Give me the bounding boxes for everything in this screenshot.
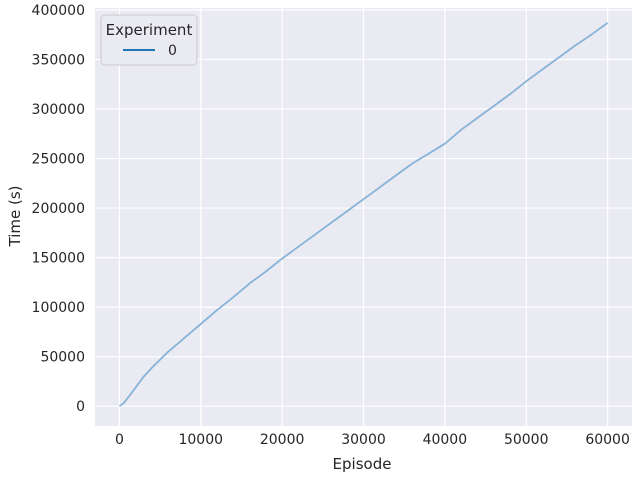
x-tick-label: 10000 xyxy=(178,432,223,448)
x-tick-label: 30000 xyxy=(341,432,386,448)
grid xyxy=(95,8,632,426)
y-tick-label: 100000 xyxy=(32,300,85,316)
legend-title: Experiment xyxy=(106,21,193,39)
legend-entry-0: 0 xyxy=(168,43,177,59)
x-tick-labels: 0 10000 20000 30000 40000 50000 60000 xyxy=(115,432,630,448)
y-tick-label: 150000 xyxy=(32,251,85,267)
x-tick-label: 0 xyxy=(115,432,124,448)
y-tick-label: 0 xyxy=(76,399,85,415)
x-tick-label: 20000 xyxy=(260,432,305,448)
y-tick-label: 400000 xyxy=(32,3,85,19)
y-axis-label: Time (s) xyxy=(6,186,24,248)
x-tick-label: 60000 xyxy=(585,432,630,448)
x-tick-label: 50000 xyxy=(504,432,549,448)
y-tick-label: 250000 xyxy=(32,152,85,168)
series-lines xyxy=(118,22,609,407)
y-tick-label: 50000 xyxy=(40,350,85,366)
x-tick-label: 40000 xyxy=(423,432,468,448)
series-line-0 xyxy=(118,22,609,407)
y-tick-labels: 0 50000 100000 150000 200000 250000 300000 3500… xyxy=(32,3,85,415)
legend: Experiment 0 xyxy=(100,14,198,66)
x-axis-label: Episode xyxy=(333,455,392,473)
y-tick-label: 300000 xyxy=(32,102,85,118)
y-tick-label: 200000 xyxy=(32,201,85,217)
y-tick-label: 350000 xyxy=(32,53,85,69)
legend-box xyxy=(100,14,198,66)
